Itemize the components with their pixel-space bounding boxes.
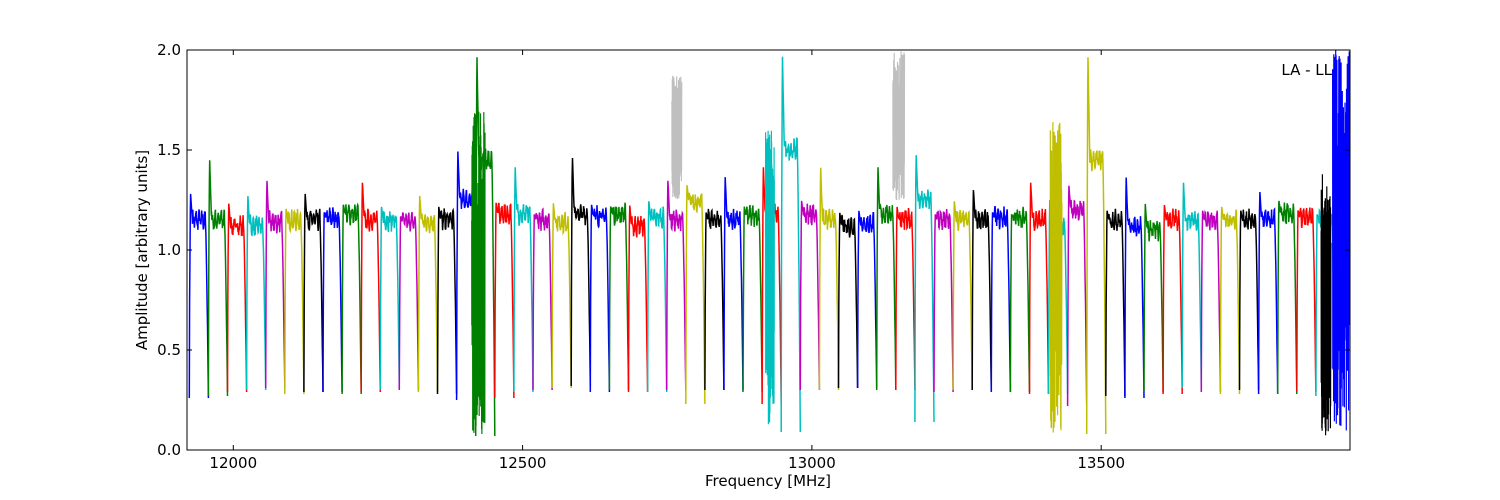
y-tick-label: 2.0 [157, 41, 181, 59]
noise-burst-6-line [1331, 50, 1350, 431]
x-tick-label: 13000 [788, 454, 836, 472]
band-47-line [1085, 57, 1107, 435]
noise-burst-1-line [892, 51, 906, 201]
band-42-line [990, 205, 1012, 393]
band-46-line [1066, 185, 1088, 407]
noise-burst-2-line [764, 130, 775, 425]
band-53-line [1200, 210, 1222, 393]
band-16-line [494, 202, 515, 399]
band-36-line [875, 167, 897, 391]
band-23-line [627, 205, 649, 393]
band-58-line [1296, 207, 1317, 393]
x-tick-label: 12000 [209, 454, 257, 472]
series-layer [188, 50, 1350, 437]
band-12-line [417, 195, 439, 393]
band-52-line [1181, 182, 1203, 389]
noise-burst-5-line [1320, 174, 1332, 436]
band-13-line [436, 206, 458, 395]
band-2-line [226, 203, 248, 393]
band-32-line [799, 200, 821, 391]
x-tick-label: 13500 [1077, 454, 1125, 472]
noise-burst-0-line [671, 75, 683, 200]
band-0-line [188, 193, 210, 399]
x-tick-label: 12500 [499, 454, 547, 472]
band-7-line [322, 207, 343, 393]
band-19-line [551, 203, 572, 389]
band-11-line [398, 211, 420, 391]
noise-burst-4-line [471, 111, 486, 435]
band-25-line [665, 180, 687, 391]
y-tick-label: 1.5 [157, 141, 181, 159]
band-5-line [284, 208, 305, 395]
band-54-line [1219, 206, 1241, 395]
x-axis-label: Frequency [MHz] [705, 472, 831, 490]
band-56-line [1257, 191, 1279, 395]
y-axis: 0.0 0.5 1.0 1.5 2.0 [157, 41, 1350, 459]
band-6-line [303, 193, 324, 393]
band-9-line [360, 182, 382, 393]
band-4-line [264, 180, 286, 389]
band-34-line [837, 212, 859, 389]
x-axis: 12000 12500 13000 13500 [209, 50, 1125, 472]
band-17-line [513, 167, 534, 393]
band-1-line [207, 160, 229, 397]
band-38-line [914, 155, 935, 423]
chart-annotation: LA - LL [1281, 61, 1332, 79]
band-43-line [1009, 206, 1031, 393]
band-10-line [379, 206, 401, 391]
band-40-line [952, 201, 973, 391]
band-55-line [1238, 208, 1260, 391]
y-tick-label: 0.5 [157, 341, 181, 359]
band-50-line [1143, 203, 1164, 393]
band-37-line [895, 206, 916, 391]
band-48-line [1105, 208, 1126, 397]
band-8-line [341, 202, 362, 395]
band-18-line [532, 207, 553, 391]
band-39-line [933, 208, 954, 393]
band-51-line [1162, 205, 1183, 395]
band-49-line [1124, 177, 1145, 399]
y-axis-label: Amplitude [arbitrary units] [133, 150, 151, 350]
band-29-line [742, 204, 763, 393]
band-26-line [685, 185, 706, 405]
noise-burst-3-line [1049, 121, 1063, 433]
band-35-line [856, 210, 878, 389]
band-24-line [646, 201, 668, 393]
band-20-line [570, 157, 592, 387]
band-22-line [608, 202, 630, 391]
band-57-line [1276, 200, 1298, 395]
band-21-line [589, 204, 611, 393]
band-28-line [723, 177, 744, 391]
y-tick-label: 0.0 [157, 441, 181, 459]
y-tick-label: 1.0 [157, 241, 181, 259]
band-44-line [1028, 182, 1050, 395]
band-41-line [971, 190, 993, 391]
band-33-line [818, 167, 840, 391]
band-31-line [780, 56, 802, 433]
band-3-line [245, 196, 267, 391]
band-27-line [704, 208, 725, 391]
